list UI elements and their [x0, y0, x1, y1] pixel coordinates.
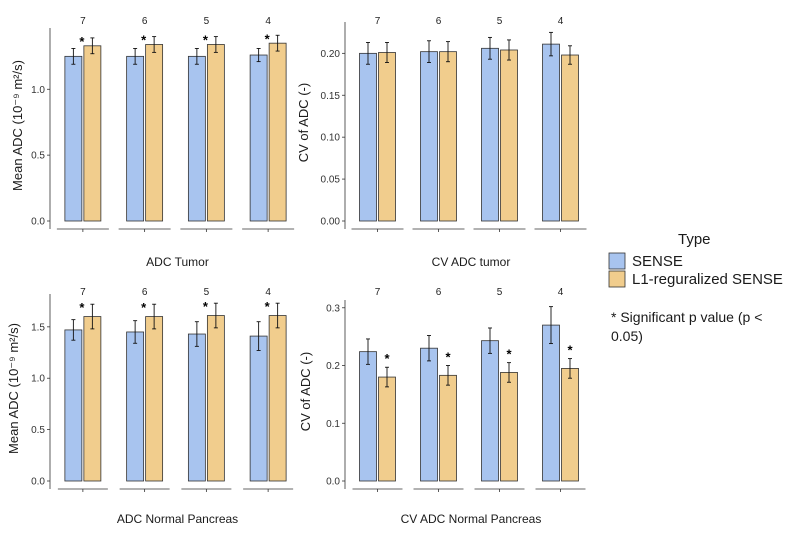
y-axis-title: CV of ADC (-)	[296, 83, 311, 162]
legend-title: Type	[678, 231, 711, 248]
group-label-5: 5	[204, 287, 210, 298]
significance-star: *	[203, 33, 209, 48]
bar-sense-7	[359, 351, 377, 482]
chart-panel-1: 0.0 0.5 1.0 Mean ADC (10⁻⁹ m²/s) ADC Tumor 7 *…	[10, 16, 295, 269]
y-tick-label: 0.5	[31, 425, 45, 436]
group-label-7: 7	[375, 16, 381, 27]
bar-sense-5	[481, 340, 499, 482]
chart-panel-3: 0.0 0.5 1.0 1.5 Mean ADC (10⁻⁹ m²/s) ADC Norm…	[6, 287, 294, 526]
legend-swatch-l1	[608, 270, 626, 288]
group-label-4: 4	[265, 16, 271, 27]
significance-star: *	[265, 299, 271, 314]
y-tick-label: 0.00	[321, 217, 341, 228]
group-label-6: 6	[142, 16, 148, 27]
group-label-7: 7	[80, 16, 86, 27]
significance-star: *	[79, 34, 85, 49]
bar-l1-5	[500, 372, 518, 482]
group-label-7: 7	[80, 287, 86, 298]
significance-star: *	[79, 300, 85, 315]
bar-sense-7	[64, 55, 83, 222]
group-label-5: 5	[497, 287, 503, 298]
x-axis-title: CV ADC tumor	[432, 255, 511, 269]
note-line-1: * Significant p value (p <	[611, 309, 762, 325]
y-tick-label: 1.0	[31, 374, 45, 385]
bar-sense-5	[187, 55, 206, 222]
chart-panel-4: 0.0 0.1 0.2 0.3 CV of ADC (-) CV ADC Normal P…	[298, 287, 586, 526]
group-label-7: 7	[375, 287, 381, 298]
bar-l1-5	[206, 44, 225, 222]
bar-l1-7	[83, 45, 102, 222]
bar-sense-6	[420, 51, 438, 222]
significance-star: *	[506, 347, 512, 362]
legend-label-l1: L1-reguralized SENSE	[632, 271, 783, 288]
group-label-4: 4	[265, 287, 271, 298]
bar-sense-4	[542, 324, 560, 482]
y-tick-label: 0.2	[326, 361, 340, 372]
bar-l1-5	[500, 49, 518, 222]
bar-sense-7	[64, 329, 83, 482]
bar-sense-7	[359, 52, 377, 222]
x-axis-title: ADC Normal Pancreas	[117, 512, 238, 526]
bar-l1-6	[145, 316, 164, 482]
bar-sense-4	[249, 54, 268, 222]
bar-sense-5	[187, 333, 206, 482]
legend: Type SENSE L1-reguralized SENSE	[608, 231, 783, 288]
y-tick-label: 0.5	[31, 151, 45, 162]
significance-star: *	[567, 343, 573, 358]
y-tick-label: 1.5	[31, 322, 45, 333]
y-axis-title: Mean ADC (10⁻⁹ m²/s)	[6, 323, 21, 454]
bar-sense-6	[126, 331, 145, 482]
y-tick-label: 0.15	[321, 91, 341, 102]
bar-sense-6	[420, 347, 438, 482]
significance-star: *	[265, 31, 271, 46]
bar-sense-4	[542, 43, 560, 222]
bar-sense-5	[481, 47, 499, 222]
significance-star: *	[445, 350, 451, 365]
bar-sense-6	[126, 55, 145, 222]
bar-l1-5	[206, 315, 225, 482]
y-tick-label: 0.0	[31, 217, 45, 228]
legend-swatch-sense	[608, 252, 626, 270]
x-axis-title: ADC Tumor	[146, 255, 209, 269]
bar-l1-4	[561, 54, 579, 222]
bar-sense-4	[249, 335, 268, 482]
chart-panel-2: 0.00 0.05 0.10 0.15 0.20 CV of ADC (-) CV ADC …	[296, 16, 587, 269]
group-label-5: 5	[497, 16, 503, 27]
y-axis-title: Mean ADC (10⁻⁹ m²/s)	[10, 60, 25, 191]
y-tick-label: 0.0	[31, 477, 45, 488]
y-tick-label: 0.3	[326, 303, 340, 314]
bar-l1-4	[561, 368, 579, 482]
y-tick-label: 0.20	[321, 49, 341, 60]
y-tick-label: 0.10	[321, 133, 341, 144]
significance-note: * Significant p value (p < 0.05)	[611, 309, 762, 344]
significance-star: *	[384, 351, 390, 366]
note-line-2: 0.05)	[611, 328, 643, 344]
y-tick-label: 1.0	[31, 85, 45, 96]
group-label-4: 4	[558, 16, 564, 27]
legend-label-sense: SENSE	[632, 253, 683, 270]
bar-l1-7	[378, 52, 396, 222]
y-tick-label: 0.0	[326, 477, 340, 488]
group-label-6: 6	[436, 16, 442, 27]
y-tick-label: 0.1	[326, 419, 340, 430]
group-label-6: 6	[436, 287, 442, 298]
chart-panels: 0.0 0.5 1.0 Mean ADC (10⁻⁹ m²/s) ADC Tumor 7 *…	[6, 16, 587, 526]
bar-l1-7	[83, 316, 102, 482]
group-label-5: 5	[204, 16, 210, 27]
bar-l1-7	[378, 376, 396, 482]
x-axis-title: CV ADC Normal Pancreas	[401, 512, 542, 526]
group-label-6: 6	[142, 287, 148, 298]
bar-l1-4	[268, 42, 287, 222]
bar-l1-6	[439, 374, 457, 482]
group-label-4: 4	[558, 287, 564, 298]
significance-star: *	[203, 299, 209, 314]
significance-star: *	[141, 33, 147, 48]
significance-star: *	[141, 300, 147, 315]
y-axis-title: CV of ADC (-)	[298, 352, 313, 431]
y-tick-label: 0.05	[321, 175, 341, 186]
bar-l1-6	[145, 44, 164, 222]
bar-l1-6	[439, 51, 457, 222]
bar-l1-4	[268, 315, 287, 482]
